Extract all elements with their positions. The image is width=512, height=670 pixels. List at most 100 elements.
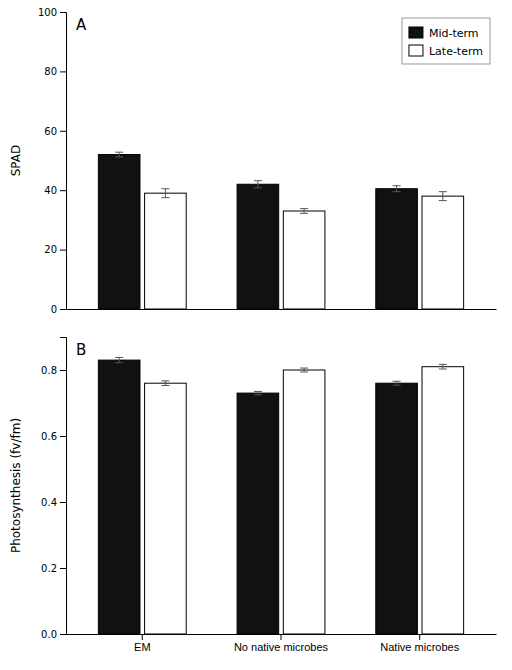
error-cap bbox=[254, 394, 262, 395]
error-line bbox=[304, 368, 305, 372]
panel: 0.00.20.40.60.8EMNo native microbesNativ… bbox=[9, 338, 497, 653]
tick: 0.2 bbox=[41, 563, 66, 574]
tick: 0.4 bbox=[41, 497, 66, 508]
error-cap bbox=[439, 191, 447, 192]
tick-mark bbox=[60, 436, 66, 437]
error-bar bbox=[254, 181, 262, 188]
bar bbox=[98, 155, 140, 309]
tick: 0 bbox=[51, 304, 66, 315]
error-bar bbox=[161, 189, 169, 198]
legend-box bbox=[402, 18, 490, 64]
tick-label: 0.4 bbox=[41, 497, 57, 508]
tick-mark bbox=[60, 250, 66, 251]
series bbox=[145, 189, 464, 309]
error-line bbox=[165, 189, 166, 198]
series bbox=[145, 364, 464, 634]
tick-mark bbox=[60, 502, 66, 503]
legend-swatch bbox=[409, 45, 423, 56]
tick: 20 bbox=[44, 244, 66, 255]
error-cap bbox=[254, 391, 262, 392]
x-axis: EM No native microbes Native microbes bbox=[67, 634, 497, 653]
tick-label: 0 bbox=[51, 304, 57, 315]
error-cap bbox=[439, 200, 447, 201]
error-cap bbox=[115, 362, 123, 363]
error-line bbox=[257, 181, 258, 188]
error-cap bbox=[161, 197, 169, 198]
tick: 100 bbox=[38, 7, 66, 18]
error-line bbox=[396, 186, 397, 192]
bar bbox=[283, 211, 325, 309]
tick-mark bbox=[60, 309, 66, 310]
bar bbox=[376, 189, 418, 309]
tick: No native microbes bbox=[234, 634, 329, 653]
error-line bbox=[442, 192, 443, 201]
tick-label: 60 bbox=[44, 126, 57, 137]
tick-mark bbox=[60, 634, 66, 635]
error-cap bbox=[300, 368, 308, 369]
error-cap bbox=[161, 188, 169, 189]
legend-entry: Mid-term bbox=[409, 27, 479, 40]
tick: 60 bbox=[44, 126, 66, 137]
error-bar bbox=[254, 391, 262, 394]
axis-line bbox=[67, 309, 497, 310]
error-cap bbox=[300, 213, 308, 214]
error-cap bbox=[115, 152, 123, 153]
tick-mark bbox=[142, 634, 143, 640]
panel-label: B bbox=[76, 341, 86, 359]
tick-label: Native microbes bbox=[380, 641, 459, 653]
error-cap bbox=[115, 156, 123, 157]
panel-label: A bbox=[76, 16, 87, 34]
bar bbox=[376, 383, 418, 634]
error-cap bbox=[393, 385, 401, 386]
error-cap bbox=[254, 180, 262, 181]
axis-title: Photosynthesis (fv/fm) bbox=[9, 418, 23, 553]
error-cap bbox=[393, 381, 401, 382]
error-bar bbox=[161, 381, 169, 386]
error-line bbox=[165, 381, 166, 386]
bar bbox=[145, 193, 187, 309]
tick-mark bbox=[60, 190, 66, 191]
error-cap bbox=[161, 385, 169, 386]
tick-mark bbox=[60, 12, 66, 13]
y-axis: 020406080100 bbox=[38, 7, 67, 315]
bar bbox=[283, 370, 325, 634]
tick-label: 0.0 bbox=[41, 629, 57, 640]
error-cap bbox=[115, 357, 123, 358]
error-cap bbox=[300, 371, 308, 372]
tick-mark bbox=[60, 71, 66, 72]
tick: 0.0 bbox=[41, 629, 66, 640]
error-bar bbox=[300, 209, 308, 214]
axis-line bbox=[60, 338, 67, 635]
legend: Mid-termLate-term bbox=[402, 18, 490, 64]
legend-swatch bbox=[409, 27, 423, 38]
bar bbox=[237, 184, 279, 309]
tick: 0.8 bbox=[41, 365, 66, 376]
panel: 020406080100SPADAMid-termLate-term bbox=[9, 7, 497, 315]
plot-area bbox=[98, 152, 463, 309]
error-line bbox=[442, 364, 443, 369]
error-bar bbox=[115, 357, 123, 362]
error-bar bbox=[115, 152, 123, 157]
error-line bbox=[304, 209, 305, 214]
error-cap bbox=[161, 380, 169, 381]
error-line bbox=[119, 152, 120, 157]
error-bar bbox=[439, 364, 447, 369]
error-bar bbox=[393, 186, 401, 192]
error-bar bbox=[439, 192, 447, 201]
axis-line bbox=[60, 13, 67, 310]
error-cap bbox=[254, 187, 262, 188]
error-bar bbox=[300, 368, 308, 372]
chart: 020406080100SPADAMid-termLate-term0.00.2… bbox=[0, 0, 512, 670]
series bbox=[98, 152, 417, 309]
bar bbox=[98, 360, 140, 634]
error-bar bbox=[393, 381, 401, 385]
tick-label: 0.8 bbox=[41, 365, 57, 376]
tick-mark bbox=[60, 370, 66, 371]
tick: EM bbox=[134, 634, 151, 653]
error-line bbox=[396, 381, 397, 385]
legend-label: Mid-term bbox=[429, 27, 479, 40]
plot-area bbox=[98, 357, 463, 634]
error-cap bbox=[393, 185, 401, 186]
tick-label: 100 bbox=[38, 7, 57, 18]
series bbox=[98, 357, 417, 634]
